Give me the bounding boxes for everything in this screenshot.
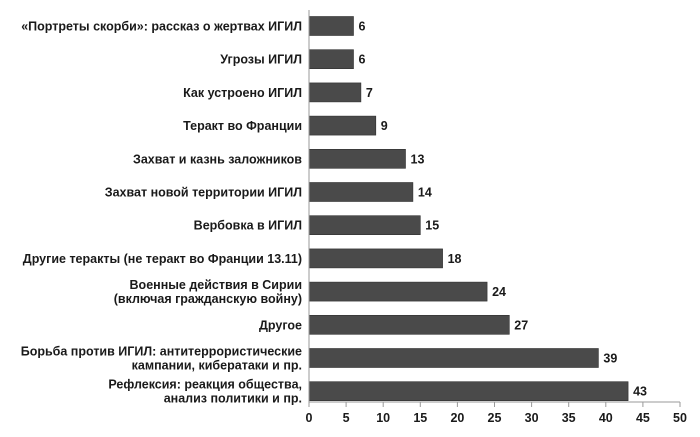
bar-0 — [308, 16, 354, 36]
category-label-7: Другие теракты (не теракт во Франции 13.… — [23, 252, 302, 266]
bar-5 — [308, 182, 414, 202]
x-tick-label-9: 45 — [636, 411, 650, 425]
bars-layer: 6 6 7 9 13 14 15 18 24 27 39 43 — [308, 16, 647, 402]
x-tick-label-2: 10 — [376, 411, 390, 425]
category-labels: «Портреты скорби»: рассказ о жертвах ИГИ… — [21, 20, 303, 406]
x-tick-label-7: 35 — [562, 411, 576, 425]
category-label-1: Угрозы ИГИЛ — [220, 53, 302, 67]
value-label-3: 9 — [381, 119, 388, 133]
bar-3 — [308, 115, 377, 136]
x-tick-label-4: 20 — [450, 411, 464, 425]
category-label-9: Другое — [259, 318, 302, 332]
x-tick-label-5: 25 — [488, 411, 502, 425]
x-tick-label-0: 0 — [306, 411, 313, 425]
x-axis: 0 5 10 15 20 25 30 35 40 45 50 — [306, 10, 687, 425]
value-label-10: 39 — [603, 352, 617, 366]
value-label-4: 13 — [411, 152, 425, 166]
value-label-11: 43 — [633, 385, 647, 399]
bar-9 — [308, 314, 510, 335]
category-label-0: «Портреты скорби»: рассказ о жертвах ИГИ… — [21, 20, 302, 34]
category-label-5: Захват новой территории ИГИЛ — [105, 186, 302, 200]
category-label-11: Рефлексия: реакция общества, анализ полит… — [108, 378, 302, 406]
bar-6 — [308, 215, 421, 235]
bar-4 — [308, 149, 406, 169]
value-label-2: 7 — [366, 86, 373, 100]
category-label-6: Вербовка в ИГИЛ — [194, 219, 302, 233]
x-tick-label-8: 40 — [599, 411, 613, 425]
bar-8 — [308, 281, 488, 302]
bar-10 — [308, 348, 599, 368]
bar-1 — [308, 49, 354, 70]
x-tick-label-1: 5 — [343, 411, 350, 425]
bar-7 — [308, 248, 443, 269]
value-label-0: 6 — [359, 20, 366, 34]
x-tick-label-6: 30 — [525, 411, 539, 425]
category-label-8: Военные действия в Сирии (включая граждан… — [114, 278, 302, 306]
value-label-6: 15 — [425, 219, 439, 233]
value-label-9: 27 — [514, 318, 528, 332]
value-label-8: 24 — [492, 285, 506, 299]
x-tick-label-10: 50 — [673, 411, 687, 425]
bar-2 — [308, 82, 362, 103]
bar-11 — [308, 381, 629, 402]
value-label-7: 18 — [448, 252, 462, 266]
category-label-2: Как устроено ИГИЛ — [183, 86, 302, 100]
category-label-10: Борьба против ИГИЛ: антитеррористические… — [21, 345, 302, 373]
x-tick-label-3: 15 — [413, 411, 427, 425]
category-label-4: Захват и казнь заложников — [133, 152, 302, 166]
value-label-5: 14 — [418, 186, 432, 200]
category-label-3: Теракт во Франции — [183, 119, 302, 133]
value-label-1: 6 — [359, 53, 366, 67]
